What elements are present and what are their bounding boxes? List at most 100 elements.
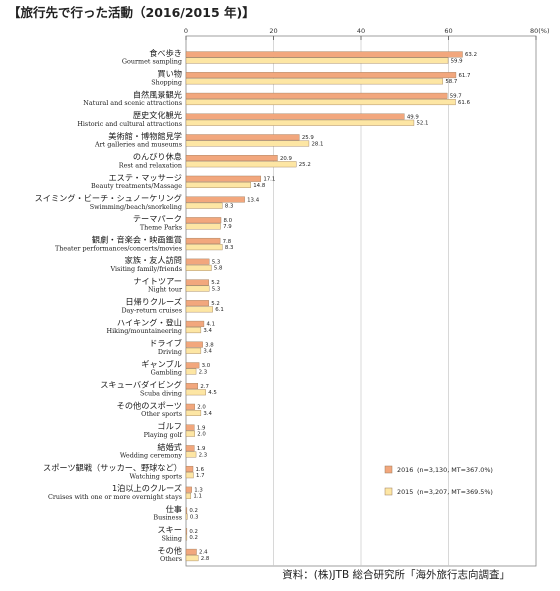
value-label-2016-6: 17.1 — [263, 177, 275, 183]
bar-2015-0 — [185, 57, 449, 64]
value-label-2015-13: 3.4 — [203, 328, 212, 334]
category-label-ja-9: 観劇・音楽会・映画鑑賞 — [92, 234, 182, 244]
category-label-ja-23: スキー — [157, 525, 182, 535]
category-label-ja-17: その他のスポーツ — [117, 400, 182, 410]
bar-2016-18 — [185, 424, 195, 431]
value-label-2016-15: 3.0 — [202, 363, 211, 369]
legend-swatch-2016 — [384, 465, 393, 474]
bar-2016-19 — [185, 445, 195, 452]
value-label-2015-19: 2.3 — [199, 452, 208, 458]
value-label-2015-1: 58.7 — [445, 79, 457, 85]
bar-2016-10 — [185, 258, 210, 265]
bar-2016-3 — [185, 113, 405, 120]
category-label-en-15: Gambling — [151, 369, 182, 377]
bar-2015-8 — [185, 223, 221, 230]
bar-2016-11 — [185, 279, 209, 286]
bar-2016-16 — [185, 383, 199, 390]
value-label-2016-24: 2.4 — [199, 550, 208, 556]
value-label-2016-3: 49.9 — [407, 114, 420, 120]
bar-2015-11 — [185, 285, 210, 292]
value-label-2015-10: 5.8 — [214, 266, 223, 272]
value-label-2015-17: 3.4 — [203, 411, 212, 417]
category-label-en-1: Shopping — [151, 78, 182, 86]
bar-2016-23 — [185, 528, 188, 535]
category-label-en-11: Night tour — [148, 286, 183, 294]
category-label-ja-7: スイミング・ビーチ・シュノーケリング — [35, 193, 182, 203]
x-tick-label-0: 0 — [184, 27, 188, 35]
bar-2015-2 — [185, 99, 456, 106]
value-label-2016-2: 59.7 — [450, 94, 462, 100]
value-label-2016-4: 25.9 — [302, 135, 315, 141]
value-label-2015-21: 1.1 — [193, 494, 202, 500]
bar-2015-3 — [185, 119, 415, 126]
x-tick-label-20: 20 — [269, 27, 277, 35]
value-label-2016-23: 0.2 — [189, 529, 198, 535]
category-label-ja-12: 日帰りクルーズ — [125, 297, 182, 307]
bar-2015-17 — [185, 409, 202, 416]
value-label-2015-3: 52.1 — [416, 121, 428, 127]
value-label-2015-14: 3.4 — [203, 349, 212, 355]
category-label-en-23: Skiing — [161, 534, 182, 542]
value-label-2016-7: 13.4 — [247, 197, 260, 203]
bar-2016-0 — [185, 51, 463, 58]
x-tick-label-60: 60 — [444, 27, 452, 35]
bar-2016-1 — [185, 72, 457, 79]
category-label-ja-2: 自然風景観光 — [133, 89, 182, 99]
bar-2016-9 — [185, 237, 221, 244]
value-label-2016-13: 4.1 — [206, 322, 215, 328]
category-label-en-12: Day-return cruises — [121, 306, 182, 314]
category-label-en-20: Watching sports — [130, 472, 183, 480]
value-label-2015-9: 8.3 — [225, 245, 234, 251]
category-label-en-0: Gourmet sampling — [122, 58, 182, 66]
category-label-en-8: Theme Parks — [140, 224, 182, 232]
bar-2015-4 — [185, 140, 310, 147]
value-label-2016-0: 63.2 — [465, 52, 477, 58]
value-label-2016-1: 61.7 — [458, 73, 470, 79]
bar-2016-14 — [185, 341, 203, 348]
bar-2015-12 — [185, 306, 213, 313]
value-label-2016-17: 2.0 — [197, 405, 206, 411]
category-label-en-7: Swimming/beach/snorkeling — [90, 203, 182, 211]
value-label-2015-15: 2.3 — [199, 369, 208, 375]
bar-2015-10 — [185, 264, 212, 271]
value-label-2015-20: 1.7 — [196, 473, 205, 479]
value-label-2016-9: 7.8 — [223, 239, 232, 245]
bar-2016-22 — [185, 507, 188, 514]
value-label-2016-16: 2.7 — [200, 384, 209, 390]
category-label-ja-1: 買い物 — [157, 69, 182, 79]
category-label-ja-18: ゴルフ — [157, 421, 182, 431]
value-label-2016-14: 3.8 — [205, 342, 214, 348]
value-label-2016-18: 1.9 — [197, 425, 206, 431]
category-label-en-2: Natural and scenic attractions — [83, 99, 182, 107]
bar-2016-4 — [185, 134, 300, 141]
legend-note-2016: (n=3,130, MT=367.0%) — [417, 466, 493, 474]
category-label-ja-10: 家族・友人訪問 — [125, 255, 182, 265]
value-label-2015-16: 4.5 — [208, 390, 217, 396]
bar-2016-15 — [185, 362, 200, 369]
category-label-en-13: Hiking/mountaineering — [107, 327, 182, 335]
category-label-ja-3: 歴史文化観光 — [133, 110, 182, 120]
bar-2015-22 — [185, 513, 188, 520]
bar-2015-16 — [185, 389, 206, 396]
value-label-2016-8: 8.0 — [224, 218, 233, 224]
value-label-2016-19: 1.9 — [197, 446, 206, 452]
value-label-2015-11: 5.3 — [212, 286, 221, 292]
category-label-ja-16: スキューバダイビング — [100, 380, 182, 390]
bar-2016-8 — [185, 217, 222, 224]
value-label-2015-12: 6.1 — [215, 307, 224, 313]
value-label-2016-22: 0.2 — [189, 508, 198, 514]
value-label-2015-6: 14.8 — [253, 183, 266, 189]
bar-2015-13 — [185, 327, 202, 334]
bar-2016-21 — [185, 486, 192, 493]
bar-2016-20 — [185, 465, 194, 472]
value-label-2016-5: 20.9 — [280, 156, 293, 162]
bar-2015-7 — [185, 202, 223, 209]
bar-2015-1 — [185, 78, 444, 85]
legend-label-2016: 2016 — [397, 466, 413, 474]
category-label-en-9: Theater performances/concerts/movies — [55, 244, 182, 252]
bar-2016-17 — [185, 403, 195, 410]
value-label-2015-0: 59.9 — [451, 58, 464, 64]
category-label-en-18: Playing golf — [144, 431, 183, 439]
legend-note-2015: (n=3,207, MT=369.5%) — [417, 488, 493, 496]
